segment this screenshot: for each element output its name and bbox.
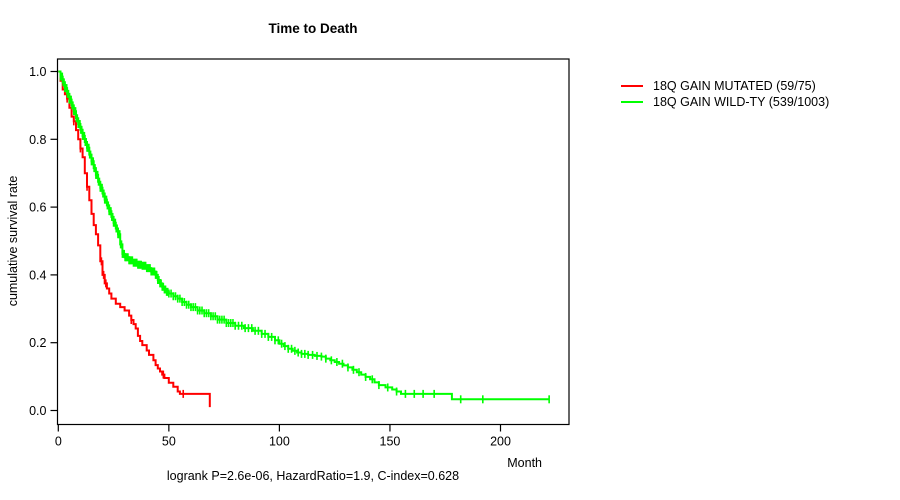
y-tick-label: 0.6 (29, 201, 46, 215)
legend-label-mutated: 18Q GAIN MUTATED (59/75) (653, 79, 816, 93)
y-tick-label: 0.2 (29, 336, 46, 350)
stats-annotation: logrank P=2.6e-06, HazardRatio=1.9, C-in… (166, 469, 460, 483)
legend-line-red (621, 84, 643, 88)
y-tick-label: 0.4 (29, 268, 46, 282)
x-tick-label: 100 (269, 435, 290, 449)
x-axis-label: Month (507, 456, 542, 470)
survival-curve-0 (58, 70, 211, 408)
y-tick-label: 0.0 (29, 404, 46, 418)
x-tick-label: 200 (490, 435, 511, 449)
plot-box (56, 58, 570, 426)
x-tick-label: 0 (55, 435, 62, 449)
x-tick-label: 150 (380, 435, 401, 449)
y-tick-label: 0.8 (29, 133, 46, 147)
survival-curve-1 (58, 70, 550, 401)
x-tick-label: 50 (162, 435, 176, 449)
legend-item-wildtype: 18Q GAIN WILD-TY (539/1003) (621, 94, 829, 110)
legend-label-wildtype: 18Q GAIN WILD-TY (539/1003) (653, 95, 830, 109)
legend: 18Q GAIN MUTATED (59/75) 18Q GAIN WILD-T… (621, 78, 829, 110)
chart-title: Time to Death (268, 21, 358, 36)
y-tick-label: 1.0 (29, 65, 46, 79)
legend-line-green (621, 100, 643, 104)
legend-item-mutated: 18Q GAIN MUTATED (59/75) (621, 78, 829, 94)
